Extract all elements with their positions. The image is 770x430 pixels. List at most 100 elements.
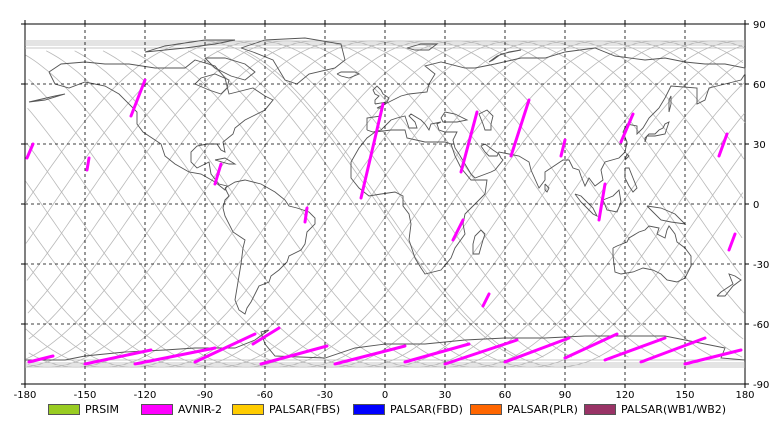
legend-swatch-prsim	[48, 403, 80, 415]
coastline-australia	[612, 225, 692, 283]
swath-segment	[559, 138, 567, 158]
orbit-track	[27, 40, 601, 358]
x-tick-label: 180	[735, 390, 754, 401]
swath-segment	[213, 162, 223, 186]
swath-segment	[333, 344, 407, 366]
legend-label-prsim: PRSIM	[85, 402, 119, 416]
legend-item-palsar-plr: PALSAR(PLR)	[470, 402, 578, 416]
coastline-novaya-zemlya	[488, 49, 522, 63]
y-tick-label: 30	[753, 140, 766, 151]
swath-segment	[717, 132, 729, 158]
coastline-antarctica	[25, 329, 746, 361]
coastline-arctic-islands	[144, 39, 236, 53]
orbit-track	[28, 40, 743, 368]
x-tick-label: 60	[499, 390, 512, 401]
x-tick-label: 0	[382, 390, 388, 401]
coastline-uk	[372, 85, 390, 105]
swath-segment	[25, 142, 35, 160]
axis-ticks: -180 -150 -120 -90 -60 -30 0 30 60 90 120 150 180 90 6…	[14, 20, 769, 401]
coastline-iceland	[336, 71, 361, 79]
coastline-africa	[350, 129, 488, 275]
swath-segment	[259, 344, 329, 366]
orbit-track	[74, 40, 745, 368]
x-tick-label: -120	[134, 390, 157, 401]
x-tick-label: -30	[317, 390, 333, 401]
coastline-new-zealand	[716, 273, 742, 297]
orbit-track	[24, 40, 516, 358]
coastline-kamchatka-isl	[28, 93, 66, 103]
swath-segment	[639, 336, 707, 364]
coastline-south-america	[222, 179, 316, 315]
legend-item-prsim: PRSIM	[48, 402, 119, 416]
legend-label-palsar-wb: PALSAR(WB1/WB2)	[621, 402, 727, 416]
orbit-track	[26, 40, 572, 358]
coastline-eurasia	[366, 47, 746, 189]
x-tick-label: 150	[675, 390, 694, 401]
x-tick-label: 30	[439, 390, 452, 401]
swath-segment	[563, 332, 619, 360]
legend-item-palsar-fbd: PALSAR(FBD)	[353, 402, 463, 416]
graticule	[25, 24, 745, 384]
legend-swatch-palsar-plr	[470, 403, 502, 415]
legend-label-palsar-fbs: PALSAR(FBS)	[269, 402, 341, 416]
swath-segment	[603, 336, 667, 362]
coastline-taiwan	[624, 153, 630, 161]
coastline-madagascar	[472, 229, 486, 255]
y-tick-label: -30	[753, 260, 769, 271]
swath-segment	[251, 326, 281, 346]
coastline-sri-lanka	[544, 183, 550, 193]
coastline-black-sea	[440, 111, 469, 123]
y-tick-label: -60	[753, 320, 769, 331]
coastlines	[25, 37, 746, 361]
swath-segment	[359, 102, 385, 200]
coastline-new-guinea	[646, 205, 687, 225]
swath-segment	[459, 110, 479, 174]
orbit-track	[188, 50, 746, 368]
orbit-track	[25, 40, 744, 368]
orbit-track	[159, 50, 745, 368]
x-tick-label: -60	[257, 390, 273, 401]
swath-segment	[403, 342, 471, 364]
legend-label-palsar-plr: PALSAR(PLR)	[507, 402, 578, 416]
orbit-track	[216, 50, 743, 368]
legend-swatch-palsar-fbs	[232, 403, 264, 415]
coastline-philippines	[624, 167, 638, 193]
swath-segment	[509, 98, 531, 158]
coastline-svalbard	[406, 43, 439, 51]
legend-label-palsar-fbd: PALSAR(FBD)	[390, 402, 463, 416]
swath-segment	[129, 78, 147, 118]
legend: PRSIM AVNIR-2 PALSAR(FBS) PALSAR(FBD) PA…	[0, 402, 770, 420]
x-tick-label: -150	[74, 390, 97, 401]
swath-segment	[619, 112, 635, 144]
legend-label-avnir2: AVNIR-2	[178, 402, 222, 416]
swath-segment	[303, 206, 309, 224]
swath-segment	[451, 218, 465, 242]
y-tick-label: -90	[753, 380, 769, 391]
coastline-borneo	[602, 189, 622, 213]
x-tick-label: 90	[559, 390, 572, 401]
orbit-track	[244, 50, 744, 368]
swath-segment	[443, 338, 519, 366]
orbit-track	[25, 40, 744, 368]
coastline-cuba	[214, 157, 237, 165]
orbit-track	[27, 40, 714, 368]
avnir2-swaths	[25, 78, 743, 366]
x-tick-label: 120	[615, 390, 634, 401]
coastline-japan	[644, 121, 670, 143]
legend-item-avnir2: AVNIR-2	[141, 402, 222, 416]
swath-segment	[481, 292, 491, 308]
swath-segment	[85, 156, 91, 172]
orbit-track	[27, 40, 742, 368]
legend-swatch-palsar-wb	[584, 403, 616, 415]
y-tick-label: 90	[753, 20, 766, 31]
coastline-greenland	[240, 37, 346, 85]
coastline-indonesia	[574, 193, 599, 218]
swath-segment	[133, 346, 217, 366]
y-tick-label: 0	[753, 200, 759, 211]
legend-item-palsar-fbs: PALSAR(FBS)	[232, 402, 340, 416]
coastline-sakhalin	[668, 95, 672, 113]
coastline-baffin	[204, 57, 256, 81]
swath-segment	[193, 332, 257, 364]
coastline-caspian	[478, 109, 494, 131]
